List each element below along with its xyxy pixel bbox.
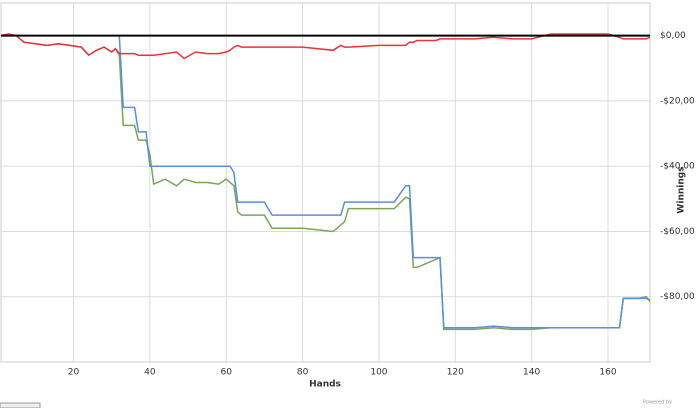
x-tick-label: 60 [221, 368, 233, 378]
scroll-handle [0, 402, 41, 408]
y-tick-label: -$80,00 [660, 292, 695, 302]
y-tick-label: $0,00 [660, 31, 686, 41]
x-tick-label: 20 [68, 368, 80, 378]
series-line [118, 35, 651, 329]
y-tick-label: -$20,00 [660, 96, 695, 106]
x-tick-label: 120 [447, 368, 464, 378]
footer: Powered by [643, 400, 672, 406]
x-tick-label: 160 [599, 368, 616, 378]
y-tick-label: -$60,00 [660, 227, 695, 237]
x-tick-label: 80 [297, 368, 309, 378]
x-tick-label: 140 [523, 368, 540, 378]
x-tick-label: 40 [144, 368, 156, 378]
y-axis-title: Winnings [677, 166, 687, 213]
plot-area [0, 2, 651, 363]
y-tick-label: -$40,00 [660, 162, 695, 172]
x-tick-label: 100 [370, 368, 387, 378]
series-line [0, 33, 651, 60]
x-axis-title: Hands [309, 380, 341, 390]
